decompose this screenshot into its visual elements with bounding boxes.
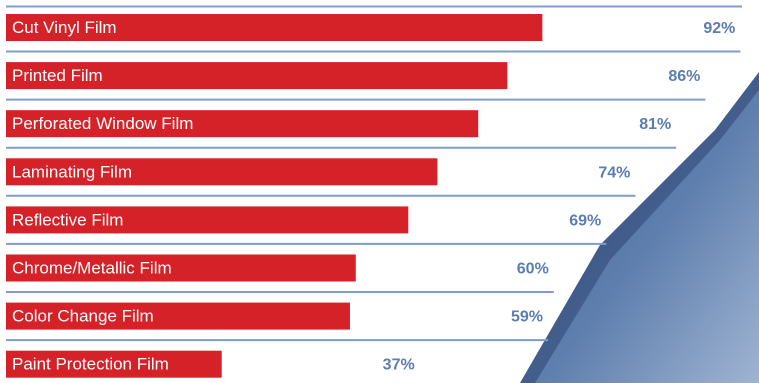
bar-value-label: 60% bbox=[517, 261, 549, 278]
bar-category-label: Printed Film bbox=[12, 66, 103, 85]
decorative-diagonal-highlight bbox=[520, 72, 759, 383]
bar-category-label: Chrome/Metallic Film bbox=[12, 259, 172, 278]
bar-value-label: 92% bbox=[703, 20, 735, 37]
bar-category-label: Perforated Window Film bbox=[12, 114, 193, 133]
bar-row: Cut Vinyl Film 92% bbox=[6, 14, 741, 53]
bar-row: Perforated Window Film 81% bbox=[6, 110, 677, 149]
bar-row: Laminating Film 74% bbox=[6, 158, 636, 197]
bar bbox=[6, 350, 222, 378]
bar-row: Printed Film 86% bbox=[6, 62, 706, 101]
bar-value-label: 37% bbox=[383, 357, 415, 374]
bar-row: Paint Protection Film 37% bbox=[6, 350, 415, 378]
bar-category-label: Laminating Film bbox=[12, 162, 132, 181]
bar bbox=[6, 110, 479, 138]
bar-value-label: 74% bbox=[598, 164, 630, 181]
bar-value-label: 86% bbox=[668, 68, 700, 85]
bar bbox=[6, 302, 350, 330]
bar-category-label: Color Change Film bbox=[12, 307, 154, 326]
bars-layer: Cut Vinyl Film 92% Printed Film 86% Perforat… bbox=[6, 14, 741, 378]
bar bbox=[6, 62, 508, 90]
bar-row: Color Change Film 59% bbox=[6, 302, 548, 342]
bar-value-label: 69% bbox=[569, 212, 601, 229]
bar-row: Chrome/Metallic Film 60% bbox=[6, 254, 554, 293]
bar-row: Reflective Film 69% bbox=[6, 206, 607, 245]
bar-value-label: 59% bbox=[511, 309, 543, 326]
bar-value-label: 81% bbox=[639, 116, 671, 133]
bar bbox=[6, 158, 438, 186]
bar bbox=[6, 206, 409, 234]
bar bbox=[6, 254, 356, 282]
bar-category-label: Paint Protection Film bbox=[12, 355, 169, 374]
bar-category-label: Reflective Film bbox=[12, 210, 123, 229]
bar-category-label: Cut Vinyl Film bbox=[12, 18, 117, 37]
bar bbox=[6, 14, 543, 41]
